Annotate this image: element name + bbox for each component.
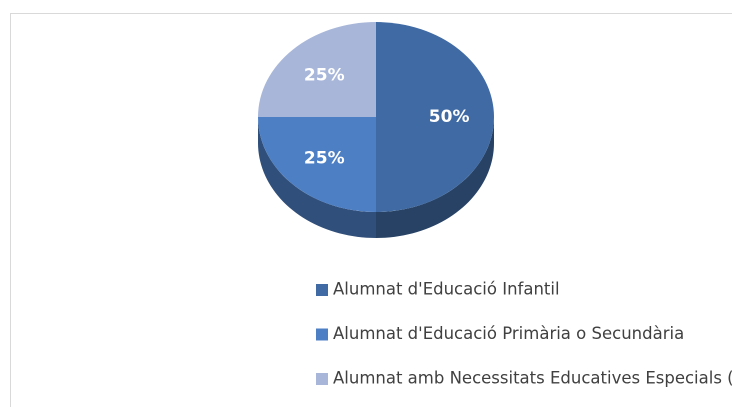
legend-label: Alumnat amb Necessitats Educatives Espec… — [333, 369, 732, 388]
data-label: 25% — [304, 65, 345, 85]
legend-label: Alumnat d'Educació Infantil — [333, 280, 560, 299]
legend-swatch — [316, 373, 328, 385]
data-label: 50% — [429, 107, 470, 127]
legend-swatch — [316, 284, 328, 296]
data-label: 25% — [304, 149, 345, 169]
legend-label: Alumnat d'Educació Primària o Secundària — [333, 324, 684, 343]
legend-swatch — [316, 329, 328, 341]
